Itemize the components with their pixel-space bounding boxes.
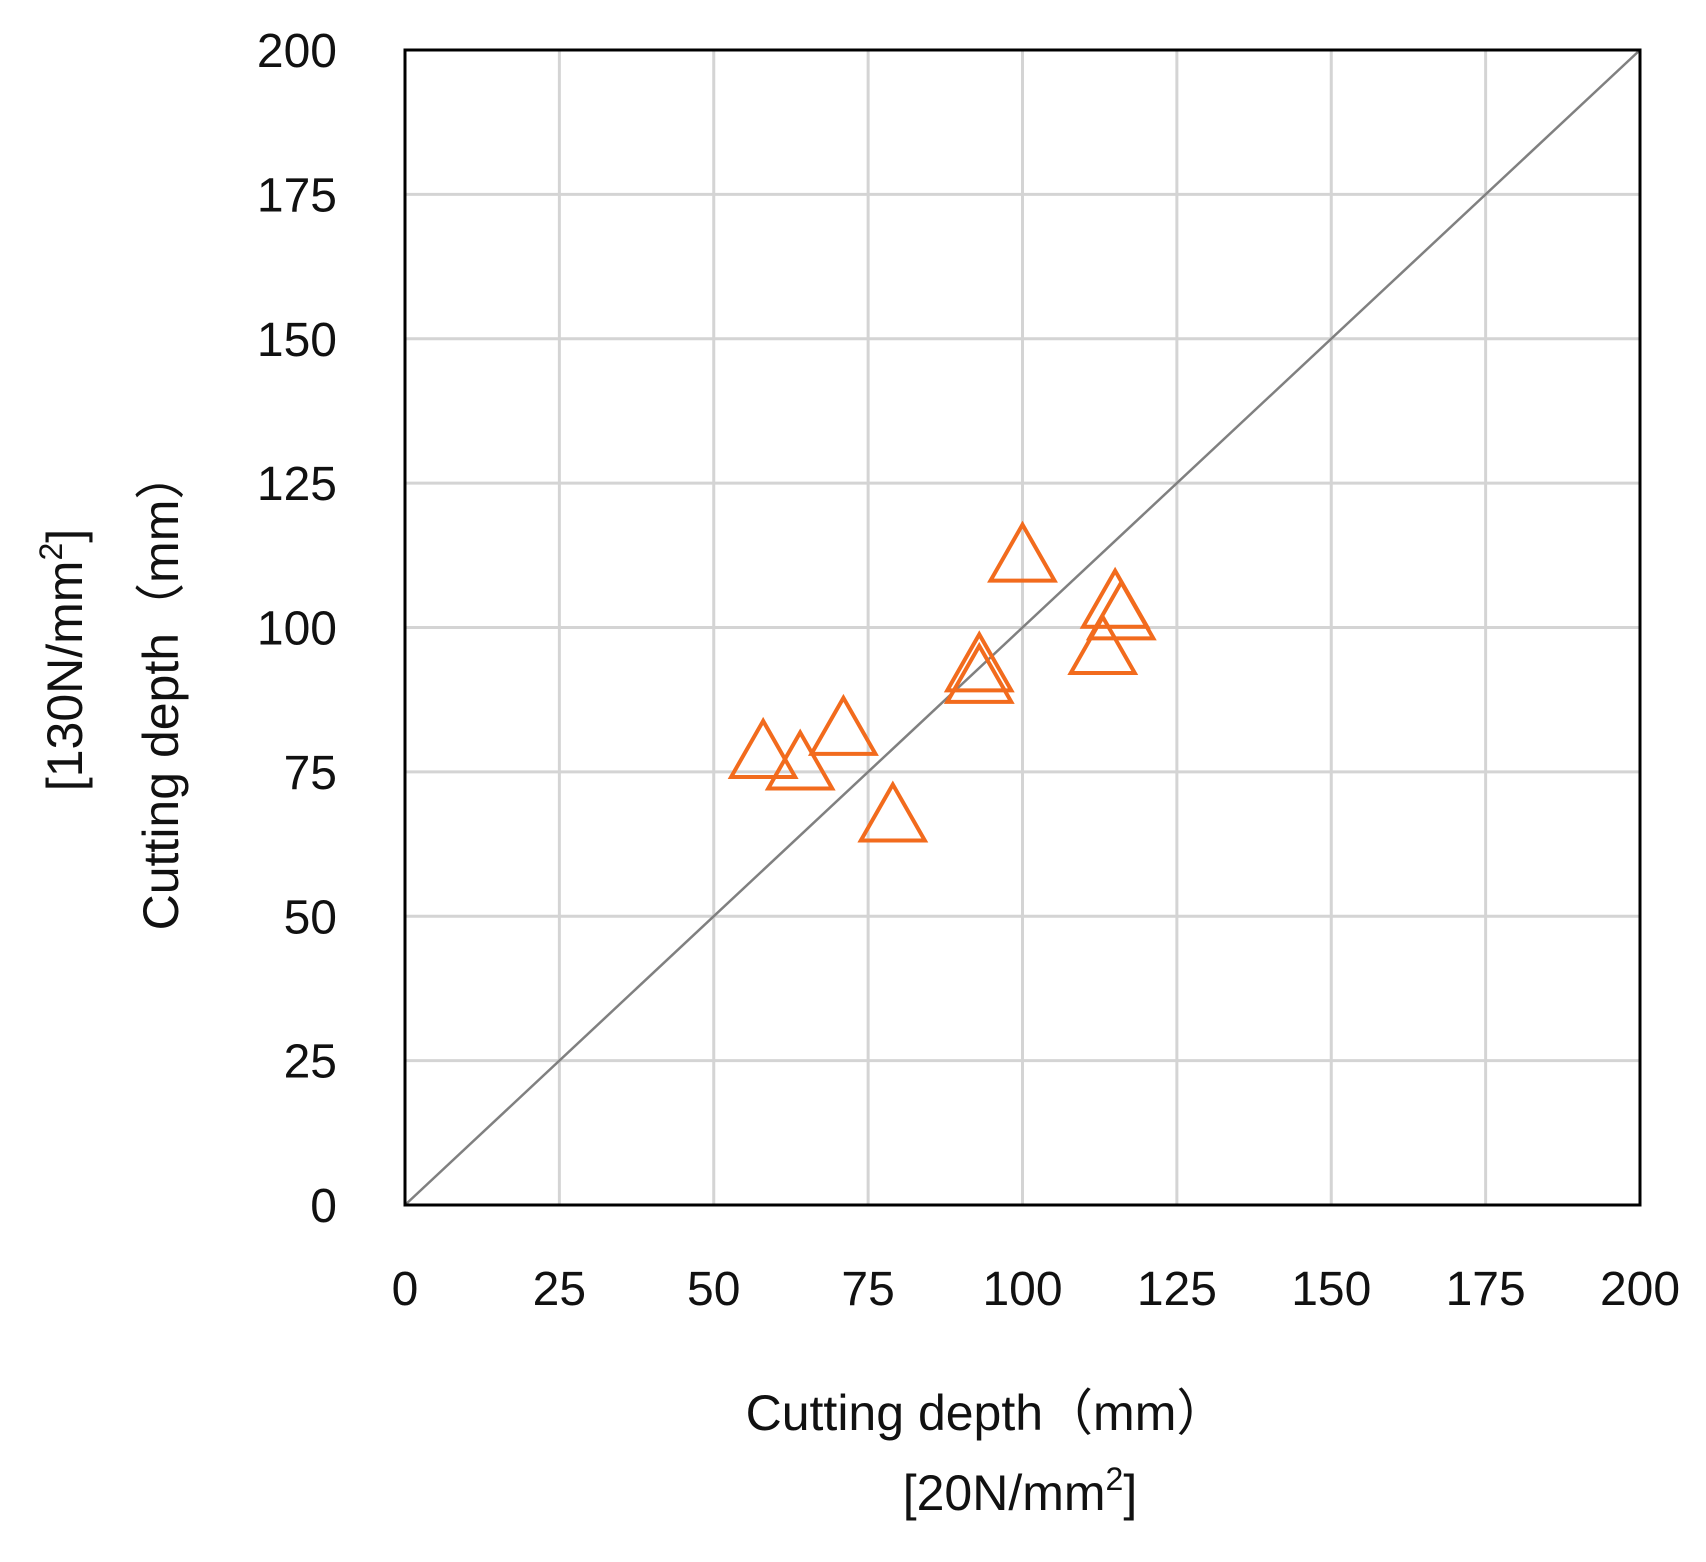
data-point-triangle [943, 630, 1015, 693]
data-point-triangle [1079, 566, 1151, 629]
x-axis-title: Cutting depth（mm） [746, 1385, 1227, 1441]
x-tick-label: 75 [841, 1263, 894, 1316]
y-tick-label: 175 [257, 169, 337, 222]
y-axis-tick-labels: 0 25 50 75 100 125 150 175 200 [257, 25, 337, 1233]
x-axis-tick-labels: 0 25 50 75 100 125 150 175 200 [392, 1263, 1680, 1316]
data-point-triangle [943, 641, 1015, 704]
x-axis-subtitle-base: [20N/mm [903, 1465, 1106, 1521]
data-point-triangle [727, 716, 799, 779]
y-axis-title: Cutting depth（mm） [133, 450, 189, 931]
plot-area-frame [403, 48, 1642, 1207]
data-point-triangle [764, 728, 836, 791]
x-tick-label: 100 [982, 1263, 1062, 1316]
y-axis-subtitle-base: [130N/mm [37, 561, 93, 792]
y-axis-subtitle-superscript: 2 [33, 543, 69, 561]
y-tick-label: 50 [284, 891, 337, 944]
y-axis-subtitle-end: ] [37, 529, 93, 543]
x-axis-subtitle-end: ] [1123, 1465, 1137, 1521]
y-tick-label: 100 [257, 603, 337, 656]
identity-reference-line [404, 49, 1641, 1206]
y-axis-subtitle: [130N/mm2] [33, 529, 93, 791]
y-tick-label: 0 [310, 1180, 337, 1233]
x-tick-label: 175 [1446, 1263, 1526, 1316]
x-tick-label: 50 [687, 1263, 740, 1316]
data-point-triangle [987, 520, 1058, 583]
data-points [727, 520, 1157, 843]
y-tick-label: 125 [257, 458, 337, 511]
y-tick-label: 25 [284, 1036, 337, 1089]
y-tick-label: 200 [257, 25, 337, 78]
x-axis-subtitle-superscript: 2 [1106, 1461, 1124, 1497]
data-point-triangle [1085, 578, 1157, 641]
x-tick-label: 150 [1291, 1263, 1371, 1316]
data-point-triangle [857, 780, 929, 843]
x-tick-label: 25 [533, 1263, 586, 1316]
data-point-triangle [1067, 612, 1139, 675]
x-axis-subtitle: [20N/mm2] [903, 1461, 1138, 1521]
x-tick-label: 0 [392, 1263, 419, 1316]
x-tick-label: 200 [1600, 1263, 1680, 1316]
y-tick-label: 75 [284, 747, 337, 800]
data-point-triangle [807, 693, 879, 756]
y-tick-label: 150 [257, 314, 337, 367]
x-tick-label: 125 [1137, 1263, 1217, 1316]
